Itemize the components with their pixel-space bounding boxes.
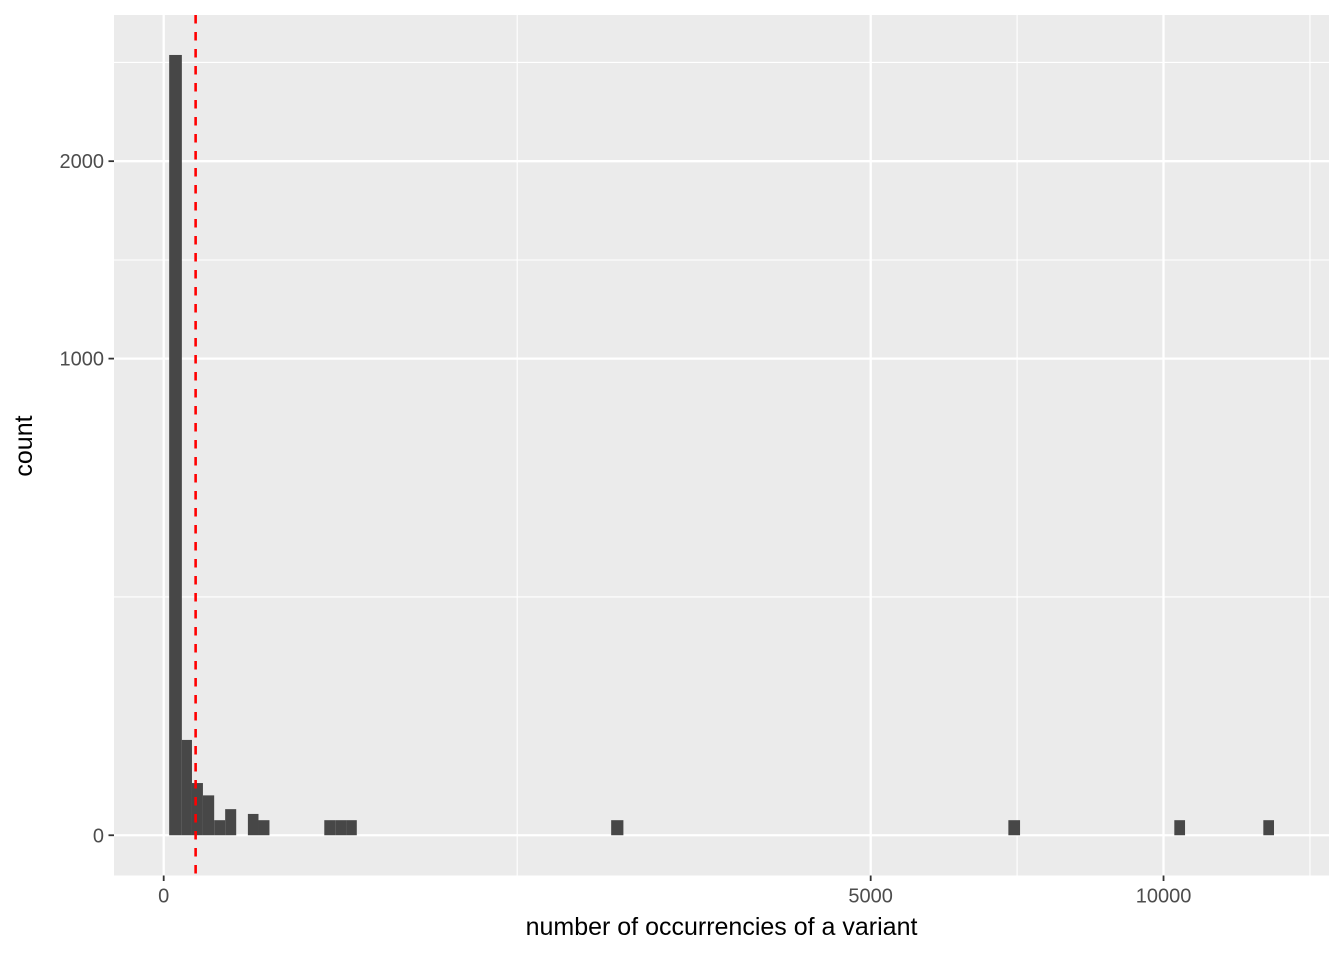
histogram-bar	[324, 820, 336, 836]
histogram-bar	[1008, 820, 1021, 836]
histogram-bar	[611, 820, 624, 836]
histogram-bar	[225, 809, 237, 836]
x-tick-label: 0	[158, 886, 169, 908]
histogram-bar	[335, 820, 347, 836]
y-tick-label: 1000	[60, 349, 105, 371]
y-tick-label: 0	[93, 825, 104, 847]
histogram-bar	[202, 795, 215, 836]
histogram-bar	[1263, 820, 1275, 836]
y-axis-title: count	[10, 415, 38, 477]
histogram-bar	[169, 54, 182, 836]
x-tick-label: 5000	[848, 886, 893, 908]
plot-panel	[114, 15, 1329, 876]
histogram-bar	[1174, 820, 1186, 836]
histogram-bar	[346, 820, 357, 836]
histogram-bar	[181, 739, 192, 836]
histogram-bar	[247, 813, 259, 836]
histogram-bar	[214, 820, 226, 836]
histogram-bar	[191, 783, 203, 836]
y-tick-label: 2000	[60, 151, 105, 173]
histogram-bar	[258, 820, 270, 836]
x-axis-title: number of occurrencies of a variant	[525, 913, 918, 941]
x-tick-label: 10000	[1136, 886, 1192, 908]
